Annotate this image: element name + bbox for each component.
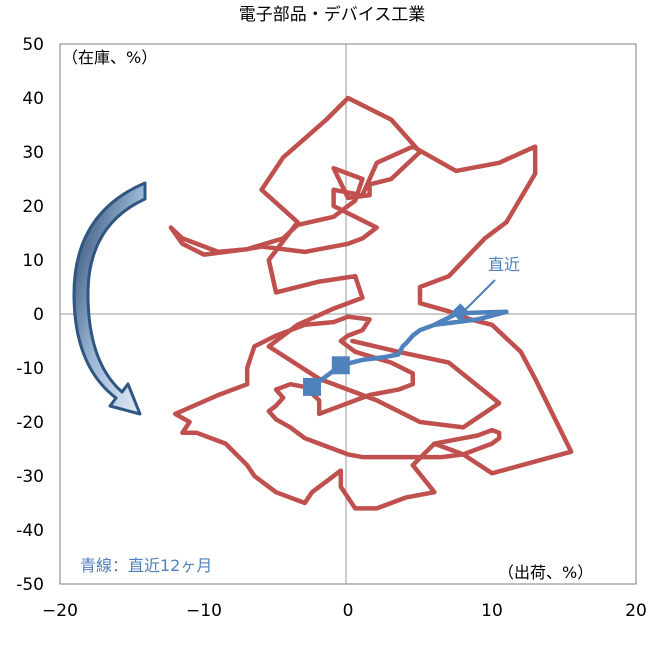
y-tick-label: 10 <box>22 251 44 271</box>
x-tick-label: 20 <box>625 601 647 621</box>
series-line-recent <box>309 309 509 390</box>
y-tick-label: 30 <box>22 143 44 163</box>
annotation-label: 直近 <box>488 255 520 274</box>
y-axis-label: （在庫、%） <box>62 48 157 67</box>
data-point-marker <box>331 356 350 375</box>
x-tick-label: −10 <box>186 601 222 621</box>
x-tick-labels: −20 −10 0 10 20 <box>42 601 647 621</box>
y-tick-label: 0 <box>33 305 44 325</box>
y-tick-label: 20 <box>22 197 44 217</box>
series-layer <box>168 95 574 511</box>
y-tick-label: 40 <box>22 89 44 109</box>
x-tick-label: 10 <box>481 601 503 621</box>
y-tick-label: -20 <box>16 413 44 433</box>
y-tick-label: -40 <box>16 521 44 541</box>
legend-label: 青線：直近12ヶ月 <box>80 556 212 575</box>
chart-title: 電子部品・デバイス工業 <box>239 4 426 25</box>
rotation-arrow-icon <box>72 181 147 416</box>
y-tick-label: -10 <box>16 359 44 379</box>
data-point-marker <box>303 377 321 396</box>
x-axis-label: （出荷、%） <box>498 563 593 582</box>
y-tick-label: 50 <box>22 35 44 55</box>
x-tick-label: −20 <box>42 601 78 621</box>
y-tick-label: -30 <box>16 467 44 487</box>
y-tick-labels: 50 40 30 20 10 0 -10 -20 -30 -40 -50 <box>16 35 44 595</box>
data-point-marker <box>451 303 470 322</box>
x-tick-label: 0 <box>343 601 354 621</box>
annotation-pointer <box>458 279 496 317</box>
marker-layer <box>303 303 470 396</box>
y-tick-label: -50 <box>16 575 44 595</box>
series-line-history <box>168 95 574 511</box>
